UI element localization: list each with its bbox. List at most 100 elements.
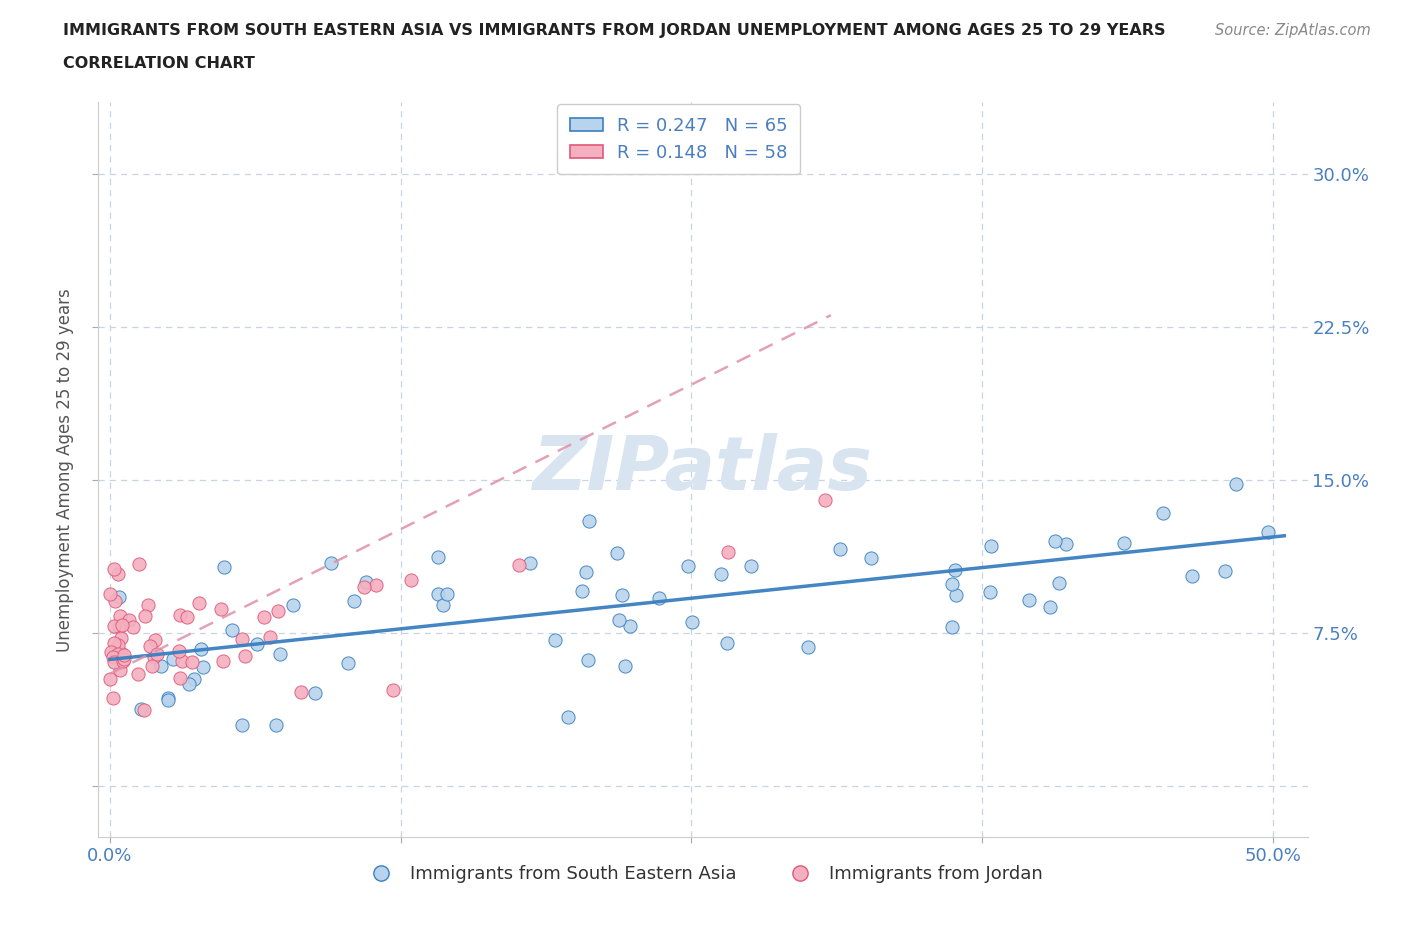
- Point: [676, 559, 699, 574]
- Point: [235, 648, 257, 663]
- Point: [139, 639, 162, 654]
- Point: [100, 671, 122, 686]
- Point: [740, 559, 762, 574]
- Point: [157, 692, 180, 707]
- Point: [354, 575, 377, 590]
- Point: [941, 577, 963, 591]
- Point: [121, 619, 143, 634]
- Point: [104, 593, 127, 608]
- Point: [169, 671, 191, 686]
- Point: [183, 672, 205, 687]
- Point: [108, 648, 131, 663]
- Point: [1018, 592, 1040, 607]
- Point: [100, 644, 122, 659]
- Point: [544, 633, 567, 648]
- Point: [162, 651, 184, 666]
- Point: [143, 632, 166, 647]
- Point: [432, 598, 454, 613]
- Point: [136, 597, 159, 612]
- Point: [426, 586, 449, 601]
- Point: [576, 653, 599, 668]
- Point: [107, 567, 129, 582]
- Point: [1152, 505, 1174, 520]
- Point: [132, 702, 155, 717]
- Point: [426, 550, 449, 565]
- Point: [557, 709, 579, 724]
- Point: [107, 647, 129, 662]
- Point: [176, 609, 198, 624]
- Y-axis label: Unemployment Among Ages 25 to 29 years: Unemployment Among Ages 25 to 29 years: [56, 287, 75, 652]
- Point: [211, 654, 233, 669]
- Point: [519, 555, 541, 570]
- Point: [108, 663, 131, 678]
- Point: [578, 513, 600, 528]
- Point: [797, 640, 820, 655]
- Point: [619, 618, 641, 633]
- Point: [571, 583, 593, 598]
- Point: [269, 646, 291, 661]
- Point: [118, 613, 141, 628]
- Point: [108, 608, 131, 623]
- Text: CORRELATION CHART: CORRELATION CHART: [63, 56, 254, 71]
- Point: [1257, 525, 1279, 539]
- Point: [101, 691, 124, 706]
- Point: [190, 642, 212, 657]
- Point: [103, 635, 125, 650]
- Point: [103, 561, 125, 576]
- Point: [112, 652, 135, 667]
- Point: [1112, 536, 1135, 551]
- Point: [253, 610, 276, 625]
- Point: [180, 655, 202, 670]
- Point: [105, 646, 128, 661]
- Point: [177, 677, 200, 692]
- Point: [1225, 476, 1247, 491]
- Point: [108, 590, 131, 604]
- Point: [321, 556, 343, 571]
- Point: [337, 656, 360, 671]
- Point: [111, 618, 134, 632]
- Point: [98, 586, 121, 601]
- Point: [575, 565, 598, 579]
- Point: [108, 620, 131, 635]
- Point: [1181, 569, 1204, 584]
- Point: [142, 649, 165, 664]
- Point: [859, 551, 882, 565]
- Text: Source: ZipAtlas.com: Source: ZipAtlas.com: [1215, 23, 1371, 38]
- Point: [169, 607, 191, 622]
- Point: [157, 691, 180, 706]
- Point: [212, 560, 235, 575]
- Point: [246, 637, 269, 652]
- Point: [1043, 533, 1066, 548]
- Point: [128, 557, 150, 572]
- Point: [145, 646, 167, 661]
- Point: [828, 541, 851, 556]
- Point: [110, 631, 132, 645]
- Point: [1054, 537, 1077, 551]
- Point: [150, 658, 173, 673]
- Point: [188, 595, 211, 610]
- Point: [110, 646, 132, 661]
- Point: [103, 618, 125, 633]
- Point: [129, 701, 152, 716]
- Point: [107, 647, 129, 662]
- Point: [614, 658, 637, 673]
- Point: [508, 557, 530, 572]
- Point: [103, 655, 125, 670]
- Point: [343, 594, 366, 609]
- Point: [172, 654, 194, 669]
- Point: [141, 658, 163, 673]
- Point: [134, 608, 156, 623]
- Point: [382, 683, 405, 698]
- Point: [127, 667, 149, 682]
- Point: [290, 684, 312, 699]
- Point: [267, 604, 290, 618]
- Point: [717, 545, 740, 560]
- Legend: Immigrants from South Eastern Asia, Immigrants from Jordan: Immigrants from South Eastern Asia, Immi…: [356, 858, 1050, 890]
- Text: IMMIGRANTS FROM SOUTH EASTERN ASIA VS IMMIGRANTS FROM JORDAN UNEMPLOYMENT AMONG : IMMIGRANTS FROM SOUTH EASTERN ASIA VS IM…: [63, 23, 1166, 38]
- Point: [399, 572, 422, 587]
- Point: [1047, 575, 1070, 590]
- Point: [606, 545, 628, 560]
- Point: [647, 591, 669, 605]
- Point: [193, 660, 215, 675]
- Point: [436, 586, 458, 601]
